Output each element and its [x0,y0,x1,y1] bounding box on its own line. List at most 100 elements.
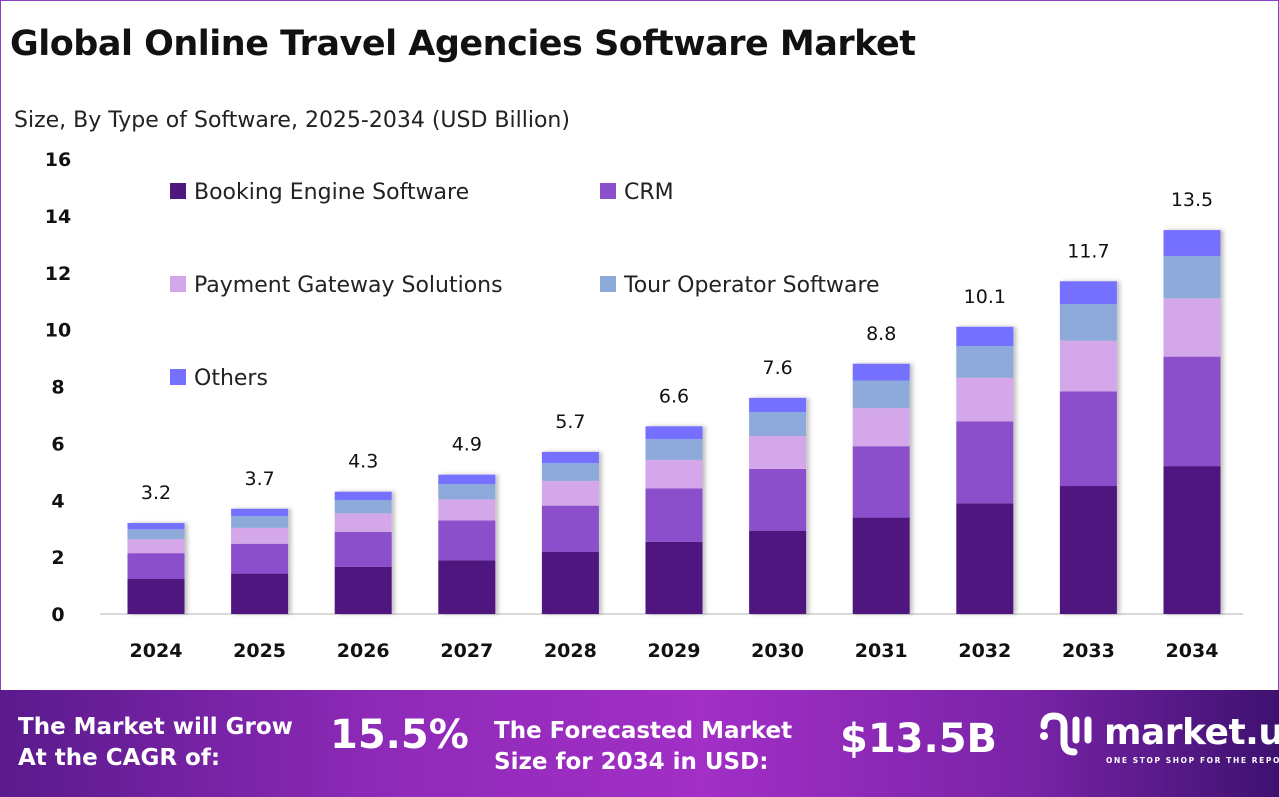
chart-title: Global Online Travel Agencies Software M… [10,24,916,64]
bar-segment-others [1059,281,1117,305]
bar-segment-others [852,363,910,381]
y-tick-label: 16 [45,149,71,171]
legend-swatch [600,276,616,292]
legend-item: Others [170,366,268,391]
bar-segment-others [645,426,703,440]
legend-swatch [600,183,616,199]
legend-item: Tour Operator Software [600,273,880,298]
x-tick-label: 2026 [337,640,390,662]
y-tick-label: 8 [51,377,64,399]
bar-stack-2031 [852,363,910,614]
bar-segment-payment-gateway-solutions [956,377,1014,422]
x-tick-label: 2031 [855,640,908,662]
market-us-logo: market.us ONE STOP SHOP FOR THE REPORTS [1038,712,1279,766]
bar-stack-2027 [438,474,496,614]
bar-segment-tour-operator-software [127,529,185,540]
y-tick-label: 6 [51,433,64,455]
y-tick-label: 14 [45,206,71,228]
total-data-label: 3.7 [244,468,274,490]
bar-segment-crm [852,446,910,518]
bar-segment-booking-engine-software [231,573,289,614]
bar-segment-payment-gateway-solutions [334,513,392,532]
total-data-label: 13.5 [1171,189,1213,211]
bar-segment-others [127,523,185,530]
market-us-logo-icon [1040,712,1092,756]
bar-segment-tour-operator-software [645,439,703,460]
bar-segment-booking-engine-software [127,579,185,614]
bar-stack-2032 [956,326,1014,614]
forecast-label: The Forecasted Market Size for 2034 in U… [494,716,792,778]
stacked-bar-chart: 0 2 4 6 8 10 12 14 16 3.2 3.7 4.3 4.9 5.7 6.6 7.6 8.8 10… [45,149,1243,662]
x-axis: 2024 2025 2026 2027 2028 2029 2030 2031 2032 2033… [130,640,1219,662]
bar-segment-crm [645,488,703,542]
x-tick-label: 2027 [440,640,493,662]
bar-segment-payment-gateway-solutions [1163,298,1221,357]
bar-segment-tour-operator-software [956,346,1014,378]
logo-text: market.us [1104,712,1279,753]
legend-label: Others [194,366,268,391]
y-tick-label: 4 [51,490,64,512]
total-data-label: 3.2 [141,482,171,504]
bar-segment-tour-operator-software [852,380,910,409]
total-data-label: 5.7 [555,411,585,433]
bar-segment-others [438,474,496,485]
bar-segment-others [1163,230,1221,256]
legend-item: CRM [600,180,674,205]
bar-stack-2030 [749,397,807,614]
bar-segment-booking-engine-software [438,560,496,614]
bar-segment-crm [438,520,496,561]
bar-segment-tour-operator-software [749,412,807,436]
cagr-label-line1: The Market will Grow [18,714,293,740]
legend-item: Booking Engine Software [170,180,469,205]
bar-segment-tour-operator-software [541,462,599,481]
bar-stack-2025 [231,508,289,614]
bar-segment-booking-engine-software [334,566,392,614]
bars: 3.2 3.7 4.3 4.9 5.7 6.6 7.6 8.8 10.1 11.7 13.5 [127,189,1221,614]
legend-swatch [170,276,186,292]
total-data-label: 6.6 [659,385,689,407]
bar-segment-booking-engine-software [749,530,807,614]
legend-swatch [170,369,186,385]
legend-item: Payment Gateway Solutions [170,273,503,298]
total-data-label: 4.3 [348,451,378,473]
x-tick-label: 2029 [648,640,701,662]
bar-stack-2026 [334,491,392,614]
x-tick-label: 2033 [1062,640,1115,662]
total-data-label: 11.7 [1067,240,1109,262]
total-data-label: 4.9 [452,434,482,456]
bar-segment-crm [1163,356,1221,467]
cagr-label: The Market will Grow At the CAGR of: [18,712,293,774]
bar-stack-2034 [1163,230,1221,614]
x-tick-label: 2024 [130,640,183,662]
logo-tagline: ONE STOP SHOP FOR THE REPORTS [1106,756,1279,765]
bar-segment-crm [541,505,599,552]
forecast-label-line1: The Forecasted Market [494,718,793,744]
legend-label: Tour Operator Software [623,273,880,298]
bar-segment-crm [956,421,1014,504]
bar-segment-tour-operator-software [334,499,392,514]
x-tick-label: 2025 [233,640,286,662]
bar-stack-2028 [541,451,599,614]
bar-segment-others [231,508,289,517]
bar-segment-tour-operator-software [1059,304,1117,341]
bar-segment-payment-gateway-solutions [438,499,496,521]
y-tick-label: 12 [45,263,71,285]
bar-segment-booking-engine-software [645,541,703,614]
bar-segment-payment-gateway-solutions [231,527,289,544]
bar-segment-crm [334,531,392,567]
bar-segment-payment-gateway-solutions [127,539,185,554]
y-axis: 0 2 4 6 8 10 12 14 16 [45,149,71,626]
cagr-value: 15.5% [330,712,469,758]
legend: Booking Engine Software CRM Payment Gatewa… [170,180,880,391]
bar-segment-payment-gateway-solutions [749,435,807,469]
legend-swatch [170,183,186,199]
bar-segment-crm [127,553,185,580]
bar-segment-payment-gateway-solutions [645,459,703,489]
y-tick-label: 0 [51,604,64,626]
x-tick-label: 2028 [544,640,597,662]
cagr-label-line2: At the CAGR of: [18,745,221,771]
bar-segment-payment-gateway-solutions [541,480,599,506]
bar-segment-tour-operator-software [438,484,496,500]
bar-stack-2033 [1059,281,1117,614]
y-tick-label: 10 [45,320,71,342]
